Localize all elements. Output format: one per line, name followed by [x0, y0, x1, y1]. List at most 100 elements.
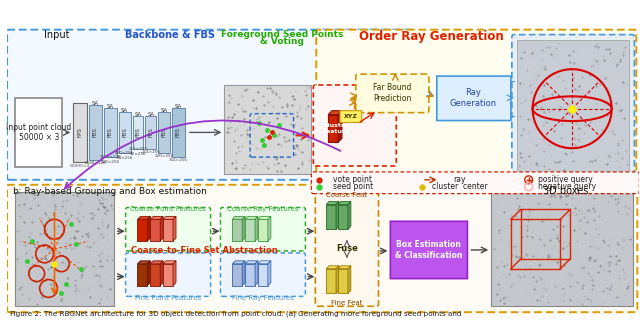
Text: b: Ray-based Grouping and Box estimation: b: Ray-based Grouping and Box estimation	[13, 187, 207, 196]
Text: SA: SA	[161, 108, 168, 113]
Polygon shape	[255, 261, 258, 285]
FancyBboxPatch shape	[125, 253, 211, 296]
Text: Coarse Point Features: Coarse Point Features	[130, 207, 206, 213]
Polygon shape	[338, 111, 342, 142]
Bar	[158, 112, 170, 153]
Bar	[517, 40, 629, 172]
Bar	[73, 103, 87, 162]
Text: Coarse Feat: Coarse Feat	[326, 192, 367, 198]
Text: 1024×128
128×256: 1024×128 128×256	[100, 155, 121, 164]
Text: 480×256
64×256: 480×256 64×256	[115, 151, 134, 160]
Polygon shape	[326, 205, 336, 229]
Text: FBS: FBS	[148, 127, 154, 137]
Polygon shape	[150, 219, 160, 241]
Text: Coarse Ray Features: Coarse Ray Features	[227, 207, 299, 213]
FancyBboxPatch shape	[340, 111, 362, 122]
Text: 50000×4: 50000×4	[70, 164, 90, 168]
Polygon shape	[326, 202, 339, 205]
Text: Figure 2: The RBGNet architecture for 3D object detection from point cloud. (a) : Figure 2: The RBGNet architecture for 3D…	[10, 311, 461, 317]
Polygon shape	[245, 264, 255, 285]
Bar	[118, 112, 131, 153]
Polygon shape	[138, 261, 150, 264]
FancyBboxPatch shape	[316, 188, 378, 306]
Polygon shape	[258, 261, 271, 264]
Text: Foreground Seed Points: Foreground Seed Points	[221, 30, 343, 39]
Text: SA: SA	[121, 108, 128, 113]
Text: SA: SA	[134, 112, 141, 117]
Text: FBS: FBS	[108, 127, 113, 137]
Polygon shape	[258, 219, 268, 241]
Text: Backbone & FBS: Backbone & FBS	[125, 30, 215, 40]
Polygon shape	[147, 216, 150, 241]
Text: 2048×128: 2048×128	[84, 160, 106, 165]
Polygon shape	[138, 264, 147, 285]
FancyBboxPatch shape	[125, 208, 211, 251]
Text: cluster  center: cluster center	[432, 182, 488, 191]
Text: 3D boxes: 3D boxes	[543, 186, 588, 196]
Text: Fine Point Features: Fine Point Features	[135, 295, 201, 301]
Polygon shape	[147, 261, 150, 285]
Text: 214×256
32×256: 214×256 32×256	[129, 148, 147, 156]
Polygon shape	[163, 216, 176, 219]
Text: positive query: positive query	[538, 175, 592, 184]
Text: & Voting: & Voting	[260, 37, 303, 46]
FancyBboxPatch shape	[512, 35, 634, 177]
Polygon shape	[173, 261, 176, 285]
Text: FBS: FBS	[93, 127, 98, 137]
FancyBboxPatch shape	[356, 74, 429, 113]
Polygon shape	[173, 216, 176, 241]
Text: 320×256: 320×256	[154, 154, 174, 158]
Polygon shape	[268, 216, 271, 241]
Polygon shape	[245, 261, 258, 264]
Bar	[104, 108, 116, 157]
Bar	[132, 115, 143, 149]
Polygon shape	[242, 216, 245, 241]
Text: seed point: seed point	[333, 182, 373, 191]
Text: Fine Ray Features: Fine Ray Features	[232, 295, 294, 301]
Polygon shape	[338, 205, 348, 229]
Polygon shape	[338, 266, 351, 269]
Polygon shape	[338, 202, 351, 205]
Polygon shape	[163, 264, 173, 285]
Polygon shape	[232, 216, 245, 219]
Bar	[172, 108, 185, 157]
FancyBboxPatch shape	[311, 172, 639, 194]
Text: SA: SA	[147, 112, 154, 117]
Text: XYZ: XYZ	[344, 114, 358, 119]
Text: Fine Feat: Fine Feat	[332, 300, 363, 306]
Polygon shape	[138, 219, 147, 241]
Text: FPS: FPS	[77, 127, 83, 137]
Polygon shape	[150, 216, 163, 219]
Text: FBS: FBS	[176, 127, 181, 137]
Bar	[15, 98, 62, 167]
Polygon shape	[348, 266, 351, 293]
Polygon shape	[258, 264, 268, 285]
Polygon shape	[232, 261, 245, 264]
Text: Order Ray Generation: Order Ray Generation	[360, 30, 504, 43]
Polygon shape	[232, 264, 242, 285]
Polygon shape	[328, 111, 342, 115]
Polygon shape	[160, 216, 163, 241]
Polygon shape	[348, 202, 351, 229]
Text: SA: SA	[107, 104, 114, 109]
Text: FBS: FBS	[122, 127, 127, 137]
Polygon shape	[255, 216, 258, 241]
Text: Input: Input	[44, 30, 69, 40]
Text: SA: SA	[175, 104, 182, 109]
Text: Box Estimation
& Classification: Box Estimation & Classification	[396, 240, 463, 260]
Text: ray: ray	[454, 175, 466, 184]
Polygon shape	[245, 216, 258, 219]
Polygon shape	[245, 219, 255, 241]
Text: Coarse-to-Fine Set Abstraction: Coarse-to-Fine Set Abstraction	[131, 247, 278, 255]
Bar	[491, 193, 634, 306]
Text: 214×256: 214×256	[141, 150, 160, 154]
Polygon shape	[163, 261, 176, 264]
Polygon shape	[150, 261, 163, 264]
FancyBboxPatch shape	[390, 221, 467, 279]
Polygon shape	[150, 264, 160, 285]
Polygon shape	[336, 266, 339, 293]
FancyBboxPatch shape	[7, 185, 637, 312]
Polygon shape	[160, 261, 163, 285]
Text: FBS: FBS	[162, 127, 166, 137]
Polygon shape	[242, 261, 245, 285]
